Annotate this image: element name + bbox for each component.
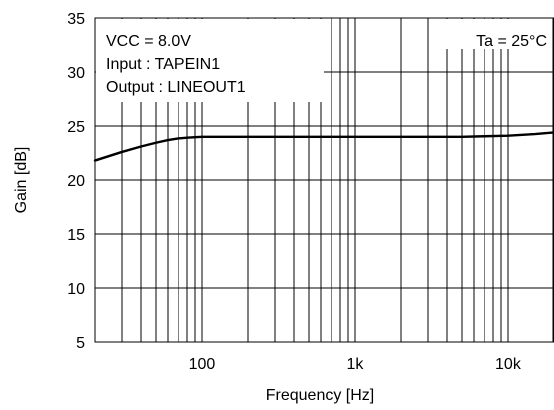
x-tick-label: 1k [346,356,364,373]
plot-frame [94,17,554,343]
x-tick-labels: 100 1k 10k [189,356,522,373]
series-layer [93,131,554,162]
annotation-output: Output : LINEOUT1 [106,79,246,96]
gain-curve [93,131,554,162]
y-tick-labels: 5 10 15 20 25 30 35 [67,11,85,352]
y-axis-title: Gain [dB] [13,147,30,214]
y-tick-label: 5 [76,335,85,352]
y-tick-label: 10 [67,281,85,298]
annotation-vcc: VCC = 8.0V [106,33,191,50]
x-tick-label: 100 [189,356,216,373]
annotation-input: Input : TAPEIN1 [106,56,220,73]
y-tick-label: 15 [67,227,85,244]
y-tick-label: 35 [67,11,85,28]
x-tick-label: 10k [495,356,522,373]
y-tick-label: 20 [67,173,85,190]
annotation-box-left [96,19,324,102]
annotation-temperature: Ta = 25°C [476,33,547,50]
y-tick-label: 30 [67,65,85,82]
y-tick-label: 25 [67,119,85,136]
annotation-box-right [438,19,550,49]
annotation-background-layer [96,19,550,102]
x-axis-title: Frequency [Hz] [266,387,374,404]
